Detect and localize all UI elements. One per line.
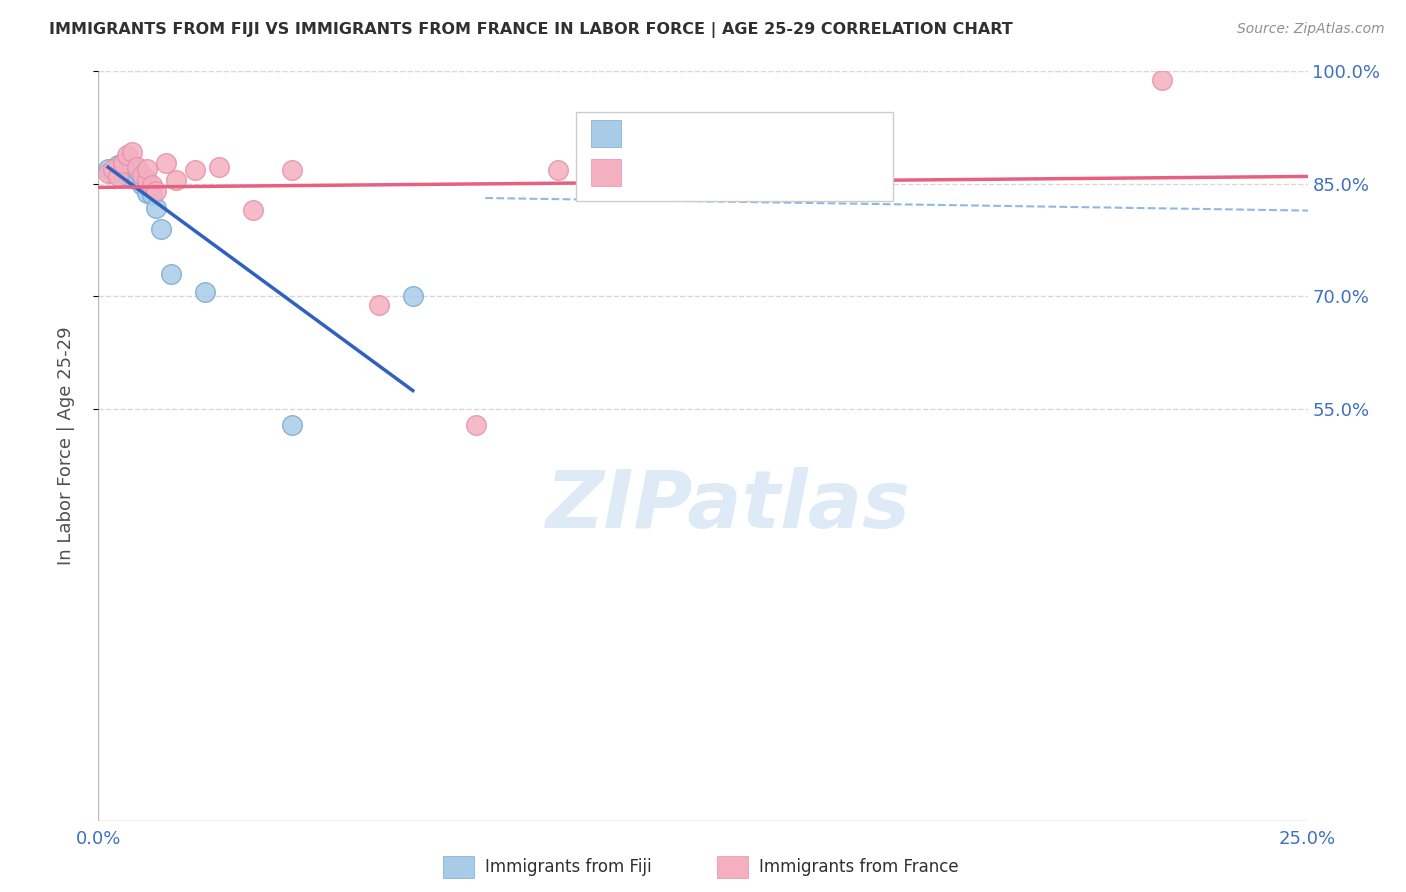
Point <box>101 161 124 176</box>
Point <box>668 178 690 193</box>
Point <box>101 165 124 179</box>
Text: Immigrants from Fiji: Immigrants from Fiji <box>485 858 652 876</box>
Text: N =: N = <box>748 125 800 143</box>
Point <box>121 145 143 160</box>
Point <box>208 161 231 175</box>
Point <box>111 155 134 169</box>
Point <box>160 267 183 281</box>
Text: 25: 25 <box>790 125 815 143</box>
Point <box>155 155 177 169</box>
Point <box>127 163 149 178</box>
Point <box>117 161 139 176</box>
Text: ZIPatlas: ZIPatlas <box>544 467 910 545</box>
Point <box>107 158 129 172</box>
Point <box>131 178 153 193</box>
Text: -0.352: -0.352 <box>675 125 740 143</box>
Point <box>150 221 173 235</box>
Point <box>107 169 129 184</box>
Point <box>242 202 264 217</box>
Point <box>165 173 187 187</box>
Point <box>547 163 569 178</box>
Text: Source: ZipAtlas.com: Source: ZipAtlas.com <box>1237 22 1385 37</box>
Point <box>281 163 304 178</box>
Point <box>97 161 120 176</box>
Point <box>194 285 217 300</box>
Point <box>135 177 157 191</box>
Point <box>121 161 143 175</box>
Point <box>131 168 153 182</box>
Text: R =: R = <box>633 163 672 181</box>
Point <box>111 163 134 178</box>
Point <box>127 161 149 175</box>
Point <box>121 165 143 179</box>
Point <box>131 170 153 185</box>
Text: 0.284: 0.284 <box>675 163 738 181</box>
Text: R =: R = <box>633 125 672 143</box>
Point <box>368 298 391 312</box>
Point <box>402 289 425 303</box>
Point <box>141 188 163 202</box>
Point <box>860 165 883 179</box>
Point <box>135 161 157 176</box>
Point <box>1152 73 1174 87</box>
Point <box>135 186 157 200</box>
Point <box>121 170 143 185</box>
Point <box>184 163 207 178</box>
Point <box>281 417 304 432</box>
Point <box>141 178 163 193</box>
Point <box>464 417 486 432</box>
Text: IMMIGRANTS FROM FIJI VS IMMIGRANTS FROM FRANCE IN LABOR FORCE | AGE 25-29 CORREL: IMMIGRANTS FROM FIJI VS IMMIGRANTS FROM … <box>49 22 1012 38</box>
Text: Immigrants from France: Immigrants from France <box>759 858 959 876</box>
Point <box>107 161 129 175</box>
Point <box>145 184 167 198</box>
Point <box>97 165 120 179</box>
Text: N =: N = <box>748 163 800 181</box>
Point <box>111 155 134 169</box>
Y-axis label: In Labor Force | Age 25-29: In Labor Force | Age 25-29 <box>56 326 75 566</box>
Point <box>127 173 149 187</box>
Point <box>117 148 139 162</box>
Point <box>145 201 167 215</box>
Point <box>127 169 149 184</box>
Text: 24: 24 <box>790 163 815 181</box>
Point <box>135 173 157 187</box>
Point <box>117 168 139 182</box>
